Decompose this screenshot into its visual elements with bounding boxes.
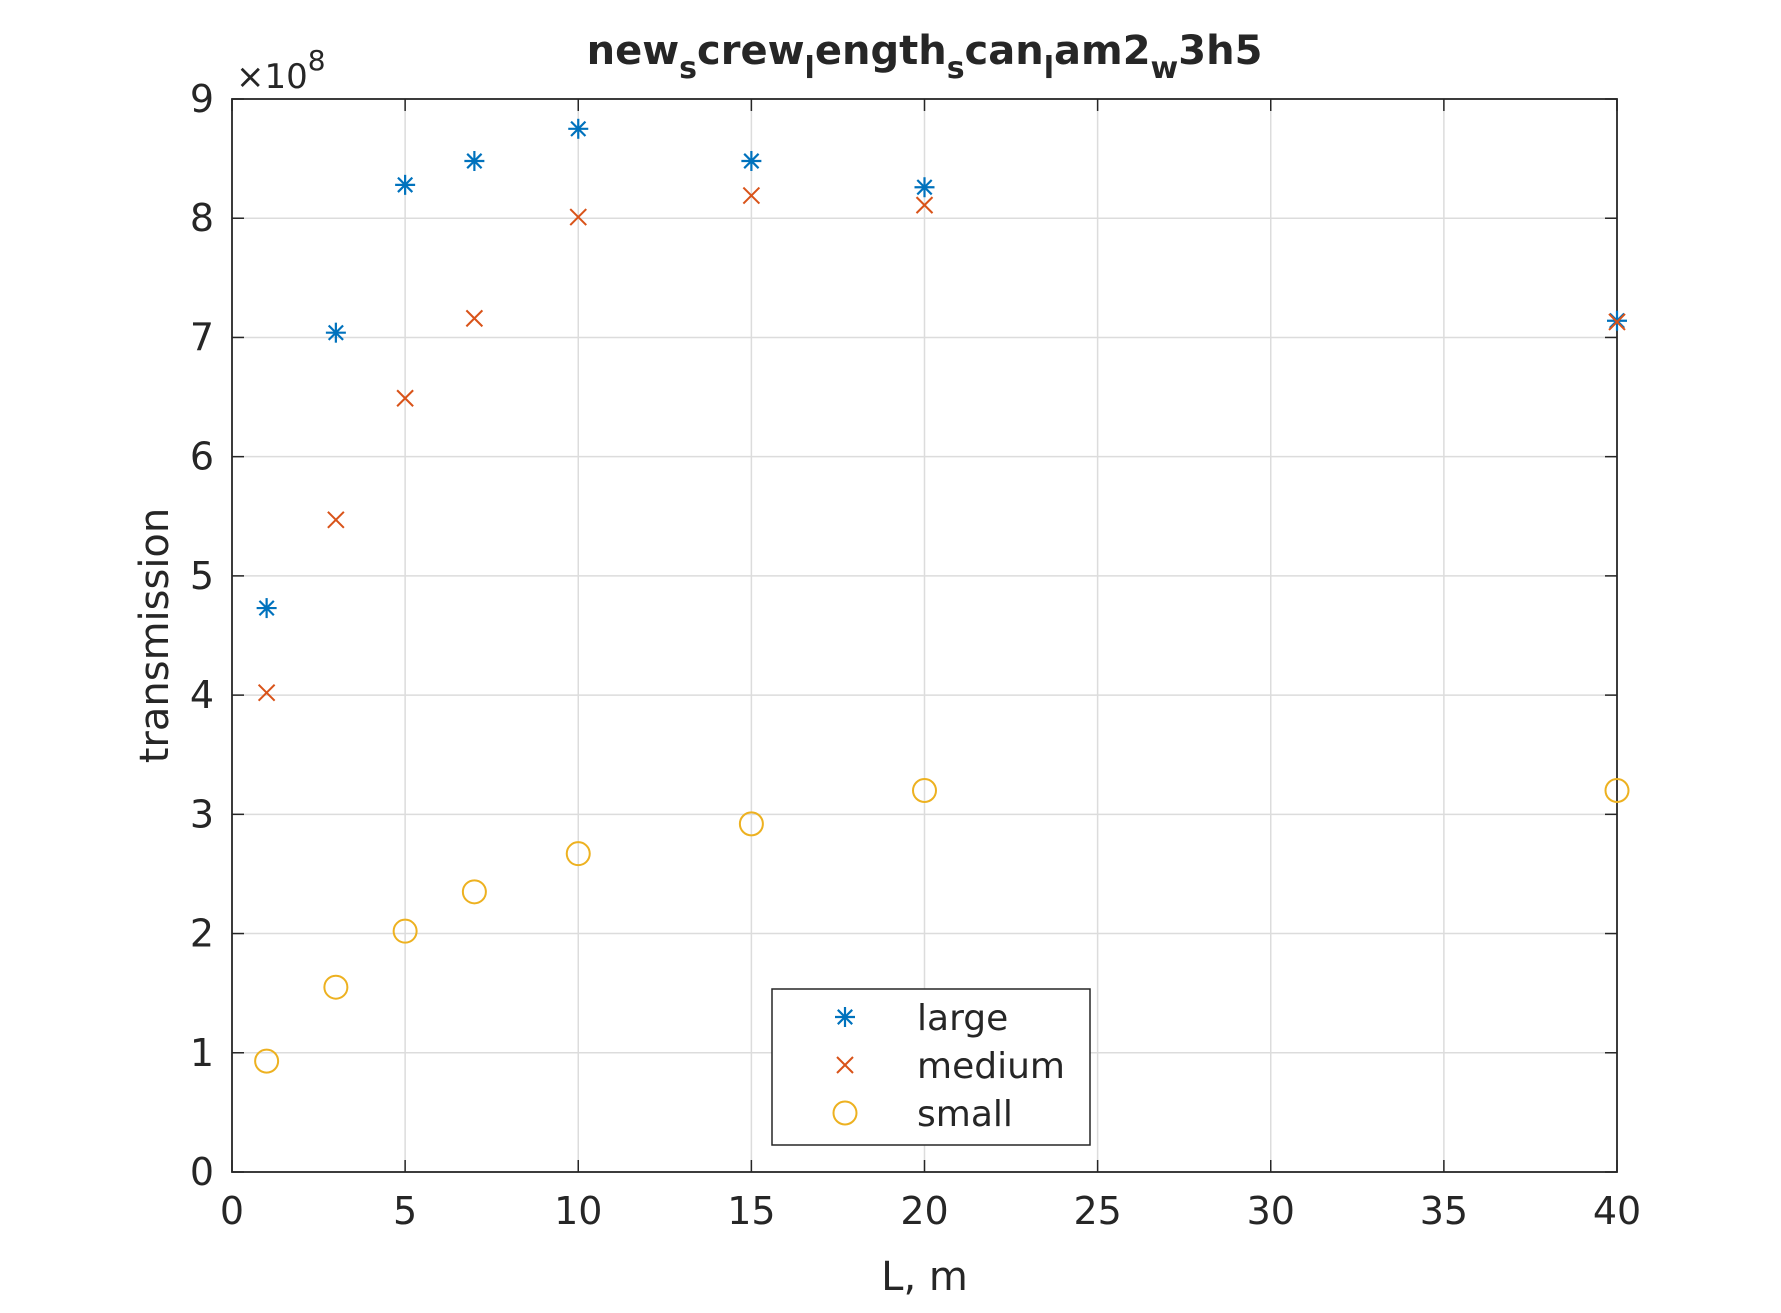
title-subscript: l: [1044, 51, 1054, 86]
title-segment: 3h5: [1178, 28, 1262, 74]
data-point-medium: [742, 186, 761, 205]
x-tick-label: 25: [1073, 1189, 1121, 1233]
data-point-large: [256, 598, 277, 619]
legend-box: [771, 988, 1091, 1146]
legend-marker-medium: [836, 1056, 854, 1074]
exponent-power: 8: [308, 44, 326, 77]
y-axis-exponent: ×108: [236, 44, 326, 97]
x-axis-label: L, m: [881, 1254, 968, 1300]
title-segment: ength: [815, 28, 947, 74]
x-tick-label: 5: [393, 1189, 417, 1233]
legend-label-large: large: [917, 998, 1008, 1039]
data-point-small: [323, 974, 349, 1000]
x-tick-label: 10: [554, 1189, 602, 1233]
chart-title: newscrewlengthscanlam2w3h5: [587, 28, 1263, 86]
data-point-medium: [569, 208, 587, 226]
y-tick-label: 9: [190, 77, 214, 121]
x-tick-label: 0: [220, 1189, 244, 1233]
legend: large medium small: [771, 988, 1091, 1146]
y-tick-labels: 0 1 2 3 4 5 6 7 8 9: [190, 77, 214, 1194]
title-segment: am2: [1054, 28, 1151, 74]
data-point-medium: [915, 196, 934, 214]
data-point-small: [738, 811, 764, 837]
series-small: [254, 777, 1630, 1074]
y-tick-label: 3: [190, 792, 214, 836]
x-tick-label: 15: [727, 1189, 775, 1233]
data-point-medium: [327, 511, 345, 529]
tick-marks: [231, 98, 1618, 1173]
data-markers: [254, 118, 1630, 1074]
title-subscript: s: [947, 51, 965, 86]
legend-marker-large: [835, 1007, 855, 1027]
legend-marker-small: [832, 1100, 858, 1126]
data-point-large: [568, 118, 589, 139]
data-point-small: [392, 918, 418, 944]
data-point-small: [461, 879, 487, 905]
title-subscript: l: [805, 51, 815, 86]
x-tick-label: 40: [1593, 1189, 1641, 1233]
y-tick-label: 1: [190, 1031, 214, 1075]
data-point-small: [912, 777, 937, 803]
title-subscript: s: [679, 51, 697, 86]
exponent-base: ×10: [236, 57, 308, 97]
data-point-small: [254, 1048, 280, 1074]
x-tick-label: 30: [1247, 1189, 1295, 1233]
x-tick-label: 20: [900, 1189, 948, 1233]
title-segment: crew: [697, 28, 805, 74]
data-point-medium: [1608, 313, 1626, 331]
data-point-small: [1604, 777, 1630, 803]
x-tick-labels: 0 5 10 15 20 25 30 35 40: [220, 1189, 1641, 1233]
data-point-large: [914, 177, 935, 198]
data-point-large: [741, 150, 762, 171]
data-point-small: [565, 841, 591, 867]
data-point-medium: [396, 389, 414, 407]
title-subscript: w: [1151, 51, 1179, 86]
data-point-large: [325, 322, 346, 343]
title-segment: new: [587, 28, 680, 74]
y-tick-label: 6: [190, 435, 214, 479]
data-point-large: [464, 150, 485, 171]
y-tick-label: 2: [190, 912, 214, 956]
title-segment: can: [965, 28, 1044, 74]
x-tick-label: 35: [1420, 1189, 1468, 1233]
data-point-medium: [257, 684, 276, 702]
series-medium: [257, 186, 1626, 702]
data-point-medium: [465, 309, 484, 328]
y-tick-label: 8: [190, 196, 214, 240]
y-tick-label: 4: [190, 673, 214, 717]
y-tick-label: 5: [190, 554, 214, 598]
legend-label-medium: medium: [917, 1046, 1065, 1087]
y-tick-label: 7: [190, 315, 214, 359]
y-tick-label: 0: [190, 1150, 214, 1194]
y-axis-label: transmission: [132, 508, 178, 764]
legend-label-small: small: [917, 1094, 1013, 1135]
data-point-large: [395, 174, 416, 195]
